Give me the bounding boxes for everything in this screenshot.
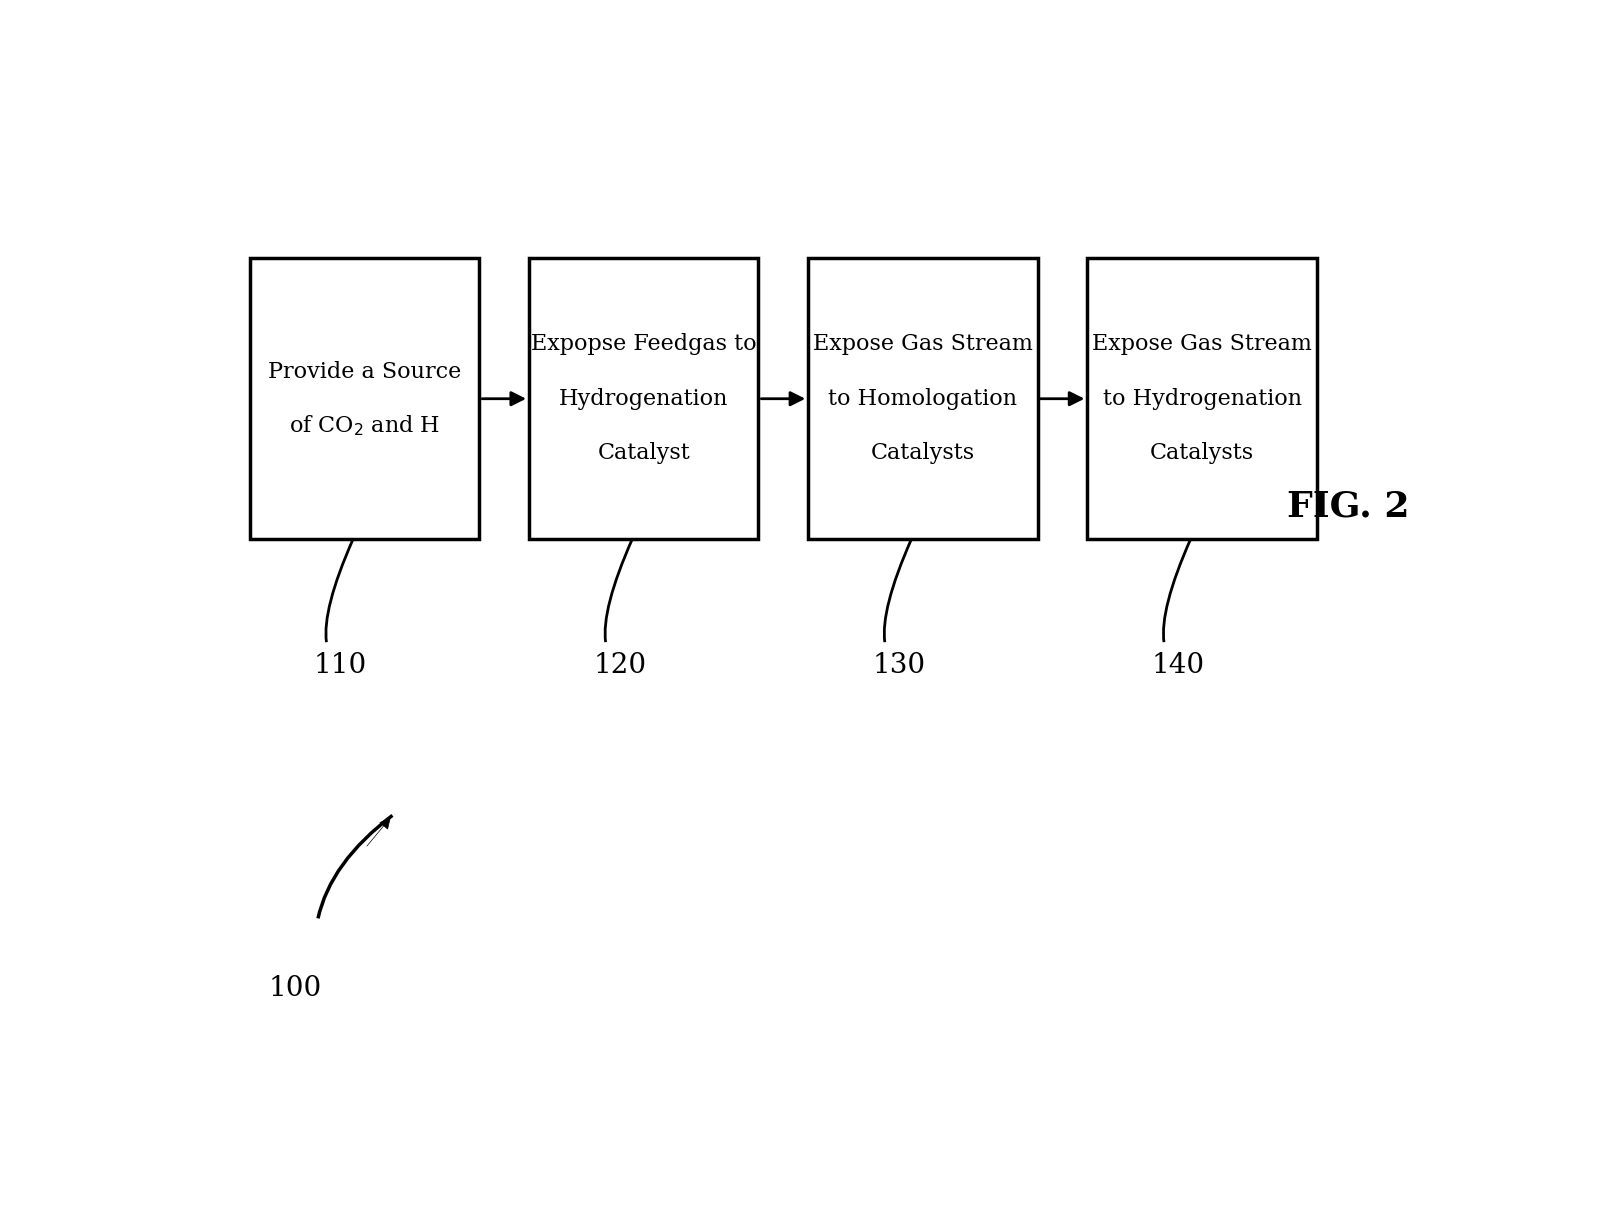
Text: Catalyst: Catalyst xyxy=(597,443,690,465)
FancyBboxPatch shape xyxy=(809,258,1037,539)
Text: of CO$_2$ and H: of CO$_2$ and H xyxy=(290,413,440,438)
Text: to Hydrogenation: to Hydrogenation xyxy=(1103,388,1302,410)
Text: Expopse Feedgas to: Expopse Feedgas to xyxy=(532,333,757,355)
FancyBboxPatch shape xyxy=(528,258,759,539)
Text: 100: 100 xyxy=(269,975,322,1002)
Text: 120: 120 xyxy=(594,652,647,679)
Text: Catalysts: Catalysts xyxy=(1150,443,1254,465)
Text: Hydrogenation: Hydrogenation xyxy=(559,388,728,410)
Text: to Homologation: to Homologation xyxy=(828,388,1017,410)
FancyBboxPatch shape xyxy=(250,258,479,539)
Text: Expose Gas Stream: Expose Gas Stream xyxy=(813,333,1033,355)
Text: Catalysts: Catalysts xyxy=(871,443,975,465)
Text: Expose Gas Stream: Expose Gas Stream xyxy=(1092,333,1311,355)
FancyBboxPatch shape xyxy=(1087,258,1318,539)
Text: FIG. 2: FIG. 2 xyxy=(1287,489,1409,523)
Text: Provide a Source: Provide a Source xyxy=(267,361,461,383)
Text: 110: 110 xyxy=(314,652,367,679)
Text: 130: 130 xyxy=(873,652,925,679)
Text: 140: 140 xyxy=(1151,652,1204,679)
